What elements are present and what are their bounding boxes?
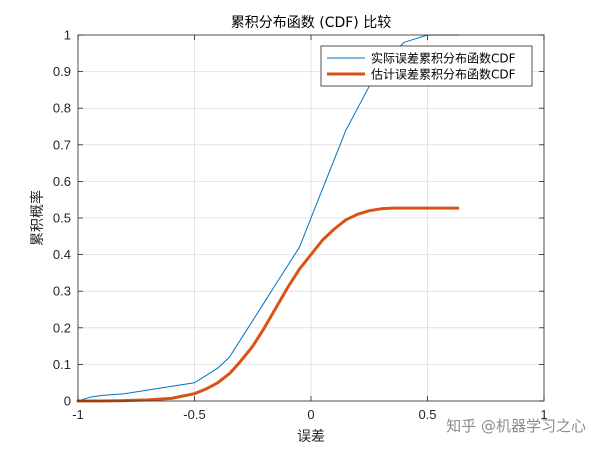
y-tick-label: 1 [64,28,71,43]
y-tick-label: 0.7 [53,137,71,152]
y-tick-label: 0.8 [53,101,71,116]
x-tick-label: -1 [72,407,84,422]
x-tick-label: 0 [307,407,314,422]
y-tick-label: 0.4 [53,247,71,262]
series-layer [76,34,460,403]
y-tick-label: 0.5 [53,211,71,226]
y-axis-label: 累积概率 [29,190,46,246]
x-axis-label: 误差 [297,429,325,445]
y-tick-label: 0.9 [53,64,71,79]
y-tick-label: 0.1 [53,357,71,372]
y-tick-label: 0.2 [53,320,71,335]
watermark: 知乎 @机器学习之心 [446,417,586,435]
series-line-2 [76,206,460,403]
x-tick-label: 0.5 [418,407,436,422]
x-tick-label: -0.5 [183,407,205,422]
legend-box [320,45,533,87]
y-tick-label: 0.6 [53,174,71,189]
legend-label-2: 估计误差累积分布函数CDF [371,67,516,82]
series-line-1 [77,34,459,402]
chart-title: 累积分布函数 (CDF) 比较 [231,15,391,31]
y-tick-label: 0.3 [53,284,71,299]
ticks: -1 -0.5 0 0.5 1 0 0.1 0.2 0.3 0.4 0.5 0.6 0.7 0.8 0.9 1 [53,28,548,423]
y-tick-label: 0 [64,394,71,409]
legend-label-1: 实际误差累积分布函数CDF [371,51,516,66]
x-tick-label: 1 [540,407,547,422]
